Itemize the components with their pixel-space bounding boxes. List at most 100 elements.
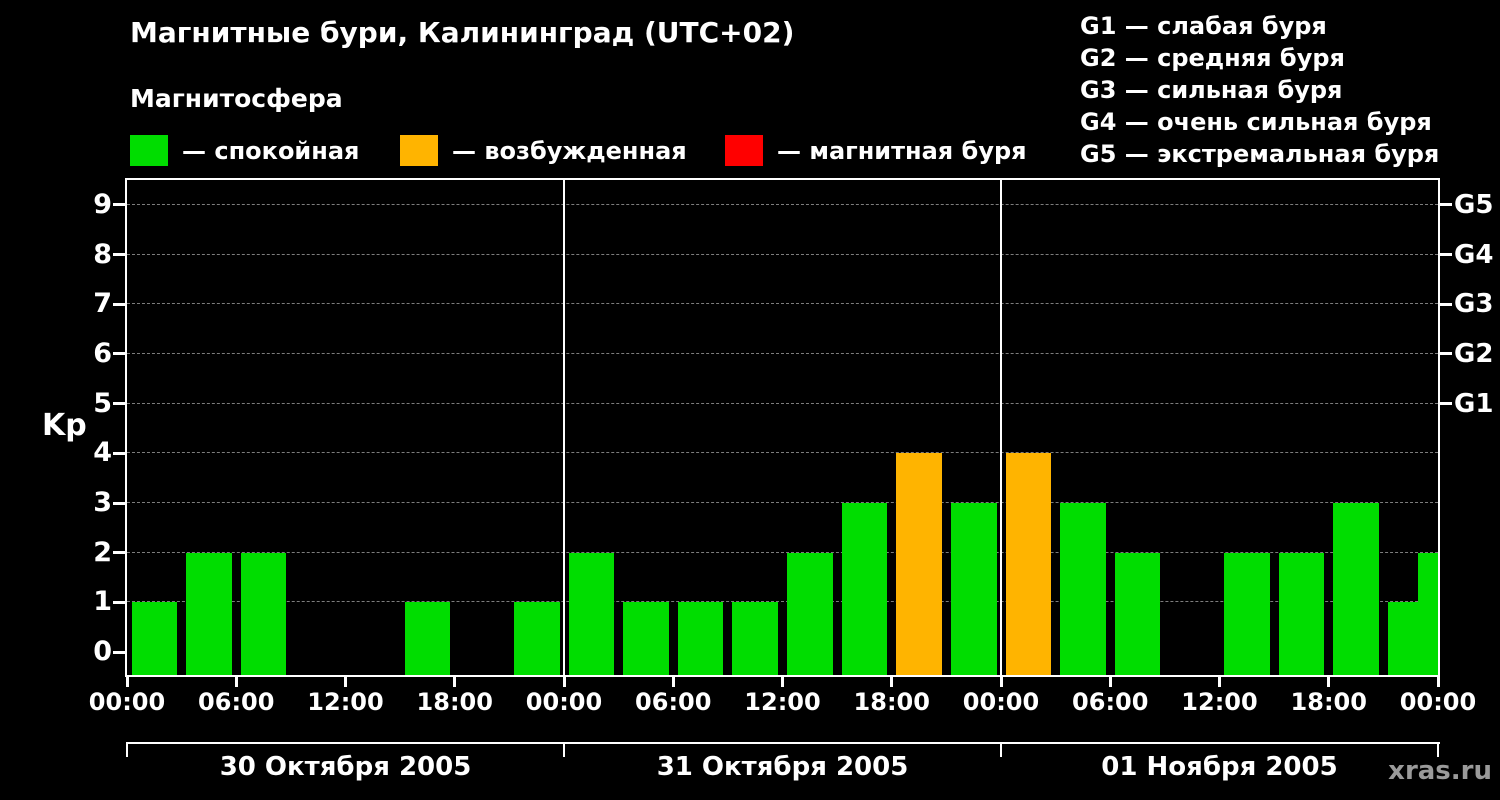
kp-bar	[623, 602, 669, 675]
kp-bar	[1278, 552, 1325, 675]
x-axis-label: 18:00	[416, 688, 493, 716]
legend-label-excited: — возбужденная	[452, 136, 687, 165]
legend-label-quiet: — спокойная	[182, 136, 360, 165]
y-axis-label-3: 3	[93, 487, 112, 519]
x-axis-tick	[344, 677, 347, 687]
x-axis-label: 18:00	[853, 688, 930, 716]
x-axis-tick	[999, 677, 1003, 687]
x-axis-tick	[1436, 677, 1440, 687]
kp-bar	[787, 552, 833, 675]
legend-item-quiet: — спокойная	[130, 135, 359, 166]
y-axis-label-0: 0	[93, 636, 112, 668]
y-axis-tick	[113, 253, 125, 257]
watermark: xras.ru	[1388, 756, 1492, 786]
y-axis-tick	[1440, 203, 1452, 207]
x-axis-label: 12:00	[1181, 688, 1258, 716]
g1-legend-line: G1 — слабая буря	[1080, 12, 1327, 40]
g3-legend-line: G3 — сильная буря	[1080, 76, 1343, 104]
x-axis-label: 00:00	[962, 688, 1040, 716]
gridline-kp-8	[127, 253, 1438, 255]
x-axis-tick	[1108, 677, 1112, 687]
kp-bar-clipped	[1418, 552, 1438, 675]
date-axis-tick	[1000, 742, 1002, 757]
kp-bar	[841, 503, 888, 675]
right-axis-label-G4: G4	[1454, 239, 1494, 270]
day-boundary-line	[563, 180, 565, 675]
excited-color-swatch	[400, 135, 438, 166]
kp-bar	[131, 602, 178, 675]
kp-bar	[1060, 503, 1106, 675]
kp-bar	[404, 602, 451, 675]
date-axis-tick	[563, 742, 565, 757]
gridline-kp-7	[127, 303, 1438, 305]
x-axis-label: 06:00	[635, 688, 712, 716]
y-axis-tick	[113, 352, 125, 356]
gridline-kp-6	[127, 352, 1438, 354]
date-label-day3: 01 Ноября 2005	[1101, 752, 1338, 782]
y-axis-tick	[113, 203, 125, 207]
kp-axis-title: Kp	[42, 408, 87, 443]
quiet-color-swatch	[130, 135, 168, 166]
y-axis-label-6: 6	[93, 337, 112, 369]
x-axis-tick	[1218, 677, 1221, 687]
storm-color-swatch	[725, 135, 763, 166]
y-axis-tick	[113, 551, 125, 555]
right-axis-label-G1: G1	[1454, 388, 1494, 419]
x-axis-label: 18:00	[1290, 688, 1367, 716]
legend-item-excited: — возбужденная	[400, 135, 687, 166]
x-axis-tick	[562, 677, 566, 687]
x-axis-label: 00:00	[88, 688, 166, 716]
legend-item-storm: — магнитная буря	[725, 135, 1027, 166]
plot-area	[127, 180, 1438, 675]
date-label-day1: 30 Октября 2005	[219, 752, 472, 782]
y-axis-tick	[113, 600, 125, 604]
kp-bar	[1114, 552, 1161, 675]
y-axis-label-9: 9	[93, 188, 112, 220]
date-axis-line	[126, 742, 1440, 744]
x-axis-label: 00:00	[1399, 688, 1477, 716]
right-axis-label-G2: G2	[1454, 338, 1494, 369]
gridline-kp-3	[127, 502, 1438, 504]
g5-legend-line: G5 — экстремальная буря	[1080, 140, 1440, 168]
gridline-kp-5	[127, 402, 1438, 404]
y-axis-tick	[113, 451, 125, 455]
y-axis-label-4: 4	[93, 437, 112, 469]
x-axis-label: 06:00	[1072, 688, 1149, 716]
gridline-kp-2	[127, 551, 1438, 553]
y-axis-label-5: 5	[93, 387, 112, 419]
kp-bar	[568, 552, 615, 675]
y-axis-tick	[1440, 253, 1452, 257]
kp-bar	[240, 552, 287, 675]
x-axis-label: 12:00	[307, 688, 384, 716]
y-axis-tick	[1440, 352, 1452, 356]
x-axis-label: 06:00	[198, 688, 275, 716]
gridline-kp-1	[127, 601, 1438, 603]
x-axis-tick	[671, 677, 675, 687]
x-axis-tick	[453, 677, 457, 687]
chart-frame	[125, 178, 1440, 677]
x-axis-label: 00:00	[525, 688, 603, 716]
g2-legend-line: G2 — средняя буря	[1080, 44, 1345, 72]
gridline-kp-4	[127, 452, 1438, 454]
y-axis-tick	[113, 402, 125, 406]
x-axis-label: 12:00	[744, 688, 821, 716]
kp-bar	[677, 602, 724, 675]
date-axis-tick	[1437, 742, 1439, 757]
right-axis-label-G5: G5	[1454, 189, 1494, 220]
kp-bar	[896, 453, 942, 675]
x-axis-tick	[125, 677, 129, 687]
y-axis-label-1: 1	[93, 586, 112, 618]
legend-label-storm: — магнитная буря	[777, 136, 1027, 165]
y-axis-tick	[1440, 402, 1452, 406]
y-axis-label-7: 7	[93, 288, 112, 320]
y-axis-tick	[113, 302, 125, 306]
kp-bar	[186, 552, 232, 675]
g-scale-legend: G1 — слабая буря G2 — средняя буря G3 — …	[1080, 10, 1439, 170]
kp-bar	[1224, 552, 1270, 675]
right-axis-label-G3: G3	[1454, 289, 1494, 320]
kp-bar	[732, 602, 778, 675]
y-axis-tick	[113, 650, 125, 654]
x-axis-tick	[234, 677, 238, 687]
gridline-kp-9	[127, 203, 1438, 205]
date-axis-tick	[126, 742, 128, 757]
